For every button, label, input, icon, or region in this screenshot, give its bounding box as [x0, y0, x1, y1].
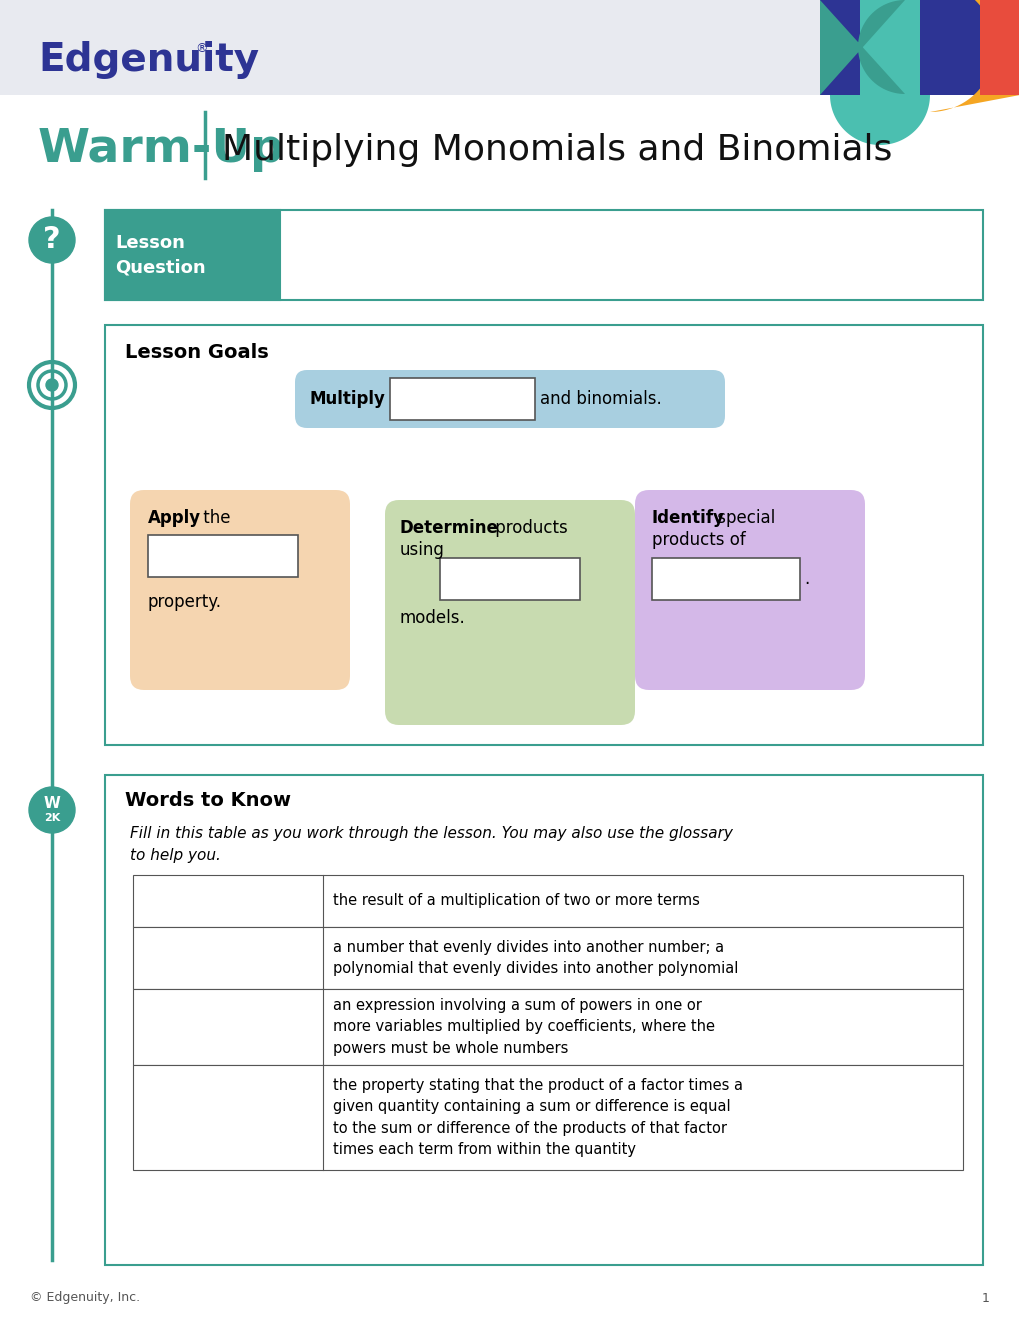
FancyBboxPatch shape	[651, 558, 799, 601]
FancyBboxPatch shape	[105, 325, 982, 744]
Text: the result of a multiplication of two or more terms: the result of a multiplication of two or…	[332, 894, 699, 908]
Text: .: .	[803, 570, 808, 587]
Text: © Edgenuity, Inc.: © Edgenuity, Inc.	[30, 1291, 140, 1304]
FancyBboxPatch shape	[129, 490, 350, 690]
Text: and binomials.: and binomials.	[539, 389, 661, 408]
FancyBboxPatch shape	[148, 535, 298, 577]
Text: the: the	[198, 510, 230, 527]
FancyBboxPatch shape	[389, 378, 535, 420]
Text: Identify: Identify	[651, 510, 725, 527]
FancyBboxPatch shape	[439, 558, 580, 601]
Polygon shape	[819, 0, 1019, 95]
Text: 1: 1	[981, 1291, 989, 1304]
FancyBboxPatch shape	[0, 0, 1019, 95]
FancyBboxPatch shape	[132, 1065, 962, 1170]
Text: Edgenuity: Edgenuity	[38, 41, 259, 79]
Text: Lesson Goals: Lesson Goals	[125, 342, 268, 362]
Text: Multiplying Monomials and Binomials: Multiplying Monomials and Binomials	[222, 133, 892, 168]
Text: Determine: Determine	[399, 519, 498, 537]
Text: to help you.: to help you.	[129, 847, 221, 863]
Text: property.: property.	[148, 593, 222, 611]
Text: models.: models.	[399, 609, 466, 627]
FancyBboxPatch shape	[294, 370, 725, 428]
Text: Apply: Apply	[148, 510, 201, 527]
FancyBboxPatch shape	[132, 989, 962, 1065]
Text: special: special	[711, 510, 774, 527]
FancyBboxPatch shape	[105, 775, 982, 1265]
Text: a number that evenly divides into another number; a
polynomial that evenly divid: a number that evenly divides into anothe…	[332, 940, 738, 977]
FancyBboxPatch shape	[132, 927, 962, 989]
Polygon shape	[819, 0, 904, 95]
Text: W: W	[44, 796, 60, 812]
FancyBboxPatch shape	[105, 210, 280, 300]
Text: products of: products of	[651, 531, 745, 549]
Polygon shape	[979, 0, 1019, 95]
Text: Multiply: Multiply	[310, 389, 385, 408]
Text: using: using	[399, 541, 444, 558]
Text: Lesson
Question: Lesson Question	[115, 234, 206, 276]
Circle shape	[29, 216, 75, 263]
Text: ?: ?	[43, 226, 61, 255]
Text: Fill in this table as you work through the lesson. You may also use the glossary: Fill in this table as you work through t…	[129, 826, 733, 841]
Circle shape	[29, 787, 75, 833]
Text: ®: ®	[195, 42, 207, 55]
Text: products: products	[489, 519, 568, 537]
Text: Warm-Up: Warm-Up	[38, 128, 284, 173]
Polygon shape	[929, 0, 1019, 112]
Text: 2K: 2K	[44, 813, 60, 822]
Text: Words to Know: Words to Know	[125, 791, 290, 809]
Text: an expression involving a sum of powers in one or
more variables multiplied by c: an expression involving a sum of powers …	[332, 998, 714, 1056]
FancyBboxPatch shape	[132, 875, 962, 927]
FancyBboxPatch shape	[635, 490, 864, 690]
Polygon shape	[829, 95, 929, 145]
Polygon shape	[859, 0, 919, 95]
Circle shape	[46, 379, 58, 391]
Text: the property stating that the product of a factor times a
given quantity contain: the property stating that the product of…	[332, 1077, 742, 1158]
FancyBboxPatch shape	[384, 500, 635, 725]
FancyBboxPatch shape	[105, 210, 982, 300]
